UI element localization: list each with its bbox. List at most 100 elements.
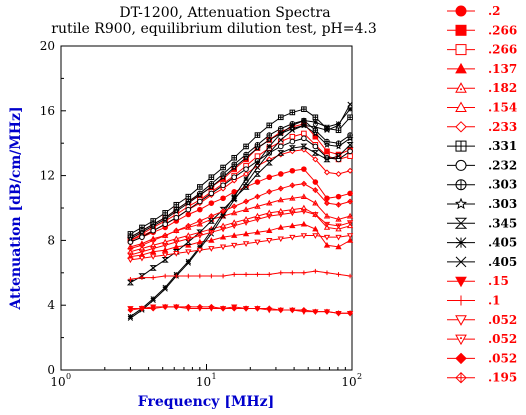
- data-point: [138, 249, 146, 256]
- data-point: [243, 170, 250, 177]
- data-point: [127, 245, 134, 252]
- data-point: [196, 247, 203, 254]
- data-point: [289, 133, 296, 140]
- data-point: [127, 307, 134, 314]
- data-point: [266, 238, 273, 244]
- data-point: [323, 212, 331, 219]
- data-point: [173, 243, 180, 250]
- data-point: [208, 200, 215, 206]
- data-point: [323, 308, 330, 315]
- data-point: [243, 305, 250, 312]
- legend-marker: [455, 179, 467, 191]
- data-point: [138, 255, 146, 262]
- data-point: [230, 163, 238, 171]
- legend-item: .266: [447, 43, 517, 57]
- data-point: [242, 241, 250, 247]
- legend-marker: [456, 295, 466, 306]
- data-point: [324, 270, 330, 276]
- data-point: [185, 193, 192, 200]
- data-point: [301, 106, 307, 112]
- data-point: [255, 272, 260, 277]
- data-point: [312, 212, 319, 218]
- legend-item: .303: [447, 178, 517, 192]
- data-point: [335, 243, 342, 250]
- data-point: [278, 137, 284, 143]
- x-tick-label: 10: [50, 375, 65, 389]
- data-point: [208, 303, 215, 310]
- data-point: [243, 143, 249, 150]
- legend-item: .052: [447, 351, 517, 365]
- data-point: [139, 234, 145, 240]
- legend-item: .405: [447, 255, 517, 269]
- data-point: [162, 252, 169, 259]
- data-point: [207, 218, 215, 224]
- data-point: [335, 127, 342, 134]
- data-point: [323, 141, 331, 148]
- legend-item: .15: [447, 274, 509, 288]
- data-point: [335, 140, 342, 146]
- data-point: [138, 228, 146, 236]
- data-point: [277, 150, 285, 156]
- data-point: [185, 260, 191, 266]
- data-point: [266, 227, 273, 234]
- data-point: [323, 156, 331, 163]
- data-point: [335, 153, 343, 159]
- data-point: [162, 273, 168, 279]
- y-axis-label: Attenuation [dB/cm/MHz]: [8, 106, 24, 310]
- data-point: [266, 122, 273, 129]
- data-point: [185, 211, 192, 218]
- data-point: [196, 303, 203, 310]
- data-point: [172, 207, 180, 215]
- data-point: [254, 144, 261, 151]
- legend-label: .331: [488, 139, 517, 153]
- data-point: [311, 129, 319, 137]
- data-point: [266, 150, 272, 156]
- legend-marker: [454, 217, 468, 229]
- data-point: [335, 223, 342, 230]
- data-point: [231, 272, 237, 277]
- data-point: [335, 234, 342, 241]
- data-point: [185, 222, 192, 229]
- data-point: [300, 220, 308, 227]
- data-point: [243, 272, 249, 277]
- legend-label: .303: [488, 178, 517, 192]
- data-point: [266, 174, 273, 181]
- data-point: [324, 148, 330, 155]
- data-point: [231, 242, 238, 249]
- data-point: [209, 273, 214, 279]
- data-point: [347, 153, 353, 159]
- data-point: [243, 166, 249, 172]
- legend-item: .331: [447, 139, 517, 153]
- legend-marker: [455, 101, 467, 112]
- data-point: [289, 167, 296, 174]
- data-point: [162, 246, 169, 253]
- data-point: [265, 136, 273, 143]
- series-10: [126, 121, 354, 242]
- data-point: [346, 220, 354, 226]
- series-13: [127, 101, 353, 321]
- data-point: [150, 254, 157, 260]
- y-tick-label: 20: [40, 39, 55, 53]
- data-point: [231, 232, 238, 238]
- legend-marker: [455, 5, 467, 17]
- data-point: [207, 183, 215, 190]
- data-point: [300, 193, 308, 199]
- data-point: [266, 188, 273, 195]
- data-point: [126, 235, 134, 242]
- data-point: [312, 114, 319, 121]
- data-point: [220, 164, 226, 171]
- legend-marker: [455, 62, 467, 74]
- data-point: [184, 199, 192, 207]
- data-point: [335, 170, 342, 177]
- data-point: [312, 225, 319, 232]
- data-point: [254, 164, 261, 171]
- data-point: [290, 270, 295, 276]
- data-point: [220, 213, 226, 219]
- data-point: [219, 226, 227, 233]
- data-point: [335, 216, 342, 222]
- data-point: [196, 238, 203, 245]
- data-point: [220, 195, 226, 202]
- plot-area: [60, 45, 353, 371]
- legend-label: .232: [488, 158, 517, 172]
